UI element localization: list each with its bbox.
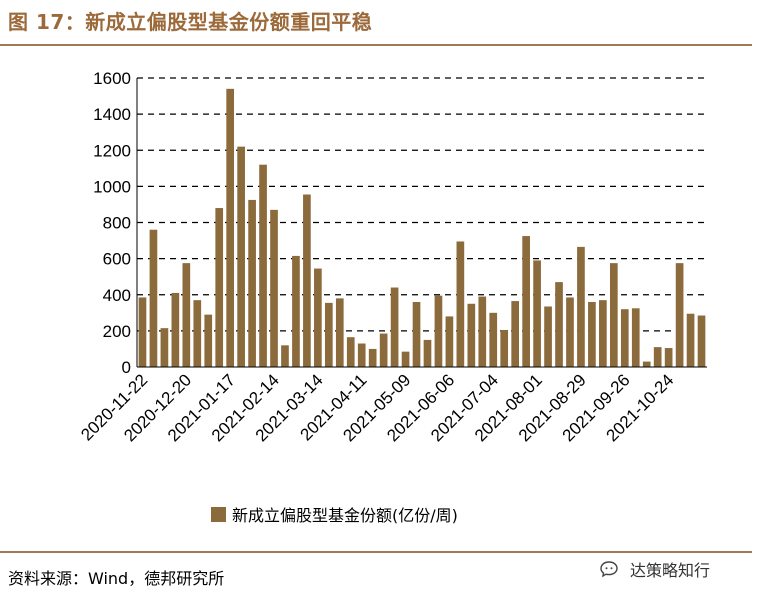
bar — [631, 308, 640, 367]
y-tick-label: 400 — [103, 286, 131, 305]
bar — [566, 297, 574, 367]
legend-swatch — [211, 506, 226, 522]
wechat-official-account-icon — [600, 561, 618, 578]
bar — [182, 263, 191, 367]
bar — [149, 229, 158, 367]
bar — [193, 300, 202, 367]
y-tick-label: 1000 — [93, 177, 131, 196]
source-note: 资料来源：Wind，德邦研究所 — [8, 569, 225, 588]
bar — [697, 315, 706, 367]
bar — [577, 246, 585, 367]
bottom-rule — [0, 551, 752, 553]
bar — [434, 295, 443, 367]
bar — [675, 263, 684, 367]
bar — [215, 208, 224, 367]
bar — [609, 263, 618, 367]
bar — [259, 164, 267, 367]
bar — [555, 282, 563, 367]
y-tick-label: 1600 — [93, 69, 131, 88]
bar — [489, 312, 498, 367]
bar — [270, 209, 278, 367]
bar — [500, 329, 509, 367]
bar — [401, 351, 410, 367]
bar — [620, 309, 629, 367]
x-axis: 2020-11-222020-12-202021-01-172021-02-14… — [77, 366, 707, 445]
y-tick-label: 1200 — [93, 141, 131, 160]
bar — [314, 268, 322, 367]
y-tick-label: 800 — [103, 214, 131, 233]
bar — [642, 361, 651, 367]
bar — [281, 345, 289, 367]
bar — [346, 337, 355, 367]
bar — [324, 302, 333, 367]
bars — [138, 88, 706, 368]
bar — [292, 255, 300, 367]
bar — [423, 339, 432, 367]
bar — [204, 314, 213, 367]
bar — [226, 88, 235, 368]
bar — [456, 241, 465, 367]
watermark-text: 达策略知行 — [630, 561, 711, 580]
y-tick-label: 1400 — [93, 105, 131, 124]
legend-label: 新成立偏股型基金份额(亿份/周) — [232, 506, 458, 525]
bar — [599, 300, 607, 367]
bar — [248, 199, 256, 367]
bar — [588, 301, 596, 367]
bar — [522, 236, 530, 367]
bar — [303, 194, 311, 367]
bar — [412, 301, 421, 367]
y-tick-label: 200 — [103, 322, 131, 341]
bar — [686, 313, 695, 367]
bar — [664, 348, 673, 367]
figure-title: 图 17：新成立偏股型基金份额重回平稳 — [8, 10, 373, 34]
watermark: 达策略知行 — [600, 557, 710, 581]
bar — [533, 260, 541, 367]
y-tick-label: 0 — [122, 358, 131, 377]
bar — [237, 146, 245, 367]
legend: 新成立偏股型基金份额(亿份/周) — [211, 502, 458, 526]
bar — [379, 333, 388, 367]
bar — [511, 301, 520, 367]
bar — [357, 343, 366, 367]
bar — [138, 297, 147, 367]
bar-chart: 0 200 400 600 800 1000 1200 1400 1600 2020-11-22… — [77, 69, 707, 445]
bar — [335, 298, 344, 367]
bar — [160, 328, 169, 367]
bar — [653, 347, 662, 367]
y-tick-label: 600 — [103, 250, 131, 269]
bar — [544, 306, 552, 367]
bar — [171, 292, 180, 367]
bar — [368, 348, 377, 367]
bar — [390, 287, 399, 367]
bar — [467, 303, 476, 367]
bar — [445, 316, 454, 367]
bar — [478, 296, 487, 367]
top-rule — [0, 44, 752, 46]
y-axis: 0 200 400 600 800 1000 1200 1400 1600 — [93, 69, 138, 377]
